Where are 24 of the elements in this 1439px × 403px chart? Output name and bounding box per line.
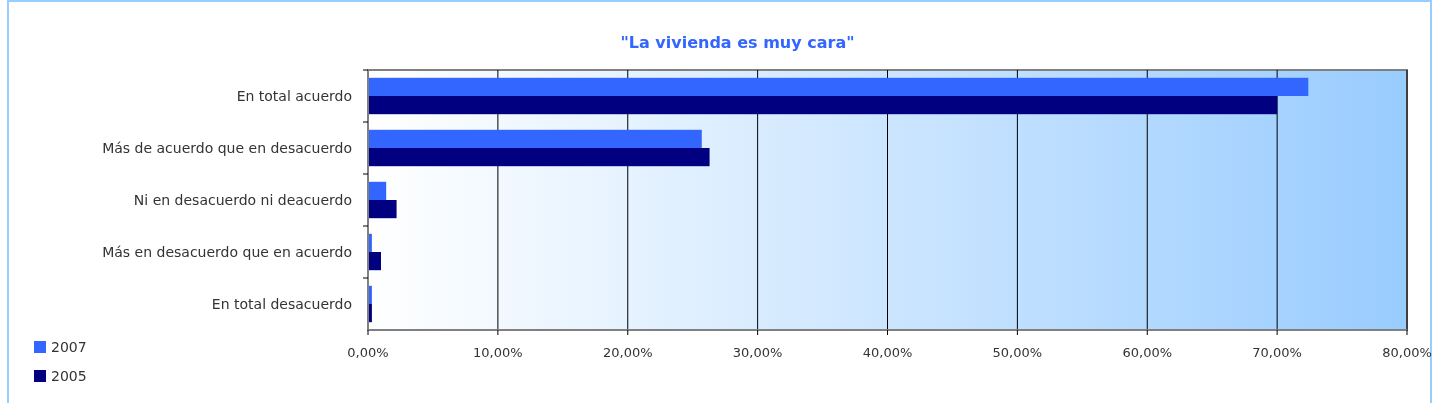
- bar: [368, 181, 387, 200]
- x-tick-label: 20,00%: [602, 345, 653, 360]
- y-tick-label: Ni en desacuerdo ni deacuerdo: [133, 192, 352, 208]
- bar: [368, 129, 702, 148]
- x-tick-label: 60,00%: [1122, 345, 1173, 360]
- bar: [368, 200, 397, 219]
- x-tick-label: 50,00%: [992, 345, 1043, 360]
- x-tick-label: 10,00%: [473, 345, 523, 360]
- y-tick-label: En total desacuerdo: [211, 296, 352, 312]
- bar: [368, 148, 710, 167]
- x-tick-label: 70,00%: [1252, 345, 1302, 360]
- bar: [368, 77, 1309, 96]
- x-tick-label: 80,00%: [1382, 345, 1432, 360]
- y-tick-label: En total acuerdo: [236, 88, 352, 104]
- x-tick-label: 0,00%: [347, 345, 389, 360]
- legend-label: 2007: [51, 339, 87, 355]
- bar: [368, 96, 1278, 115]
- bar: [368, 252, 381, 271]
- legend-label: 2005: [51, 368, 87, 384]
- y-tick-label: Más en desacuerdo que en acuerdo: [102, 244, 352, 260]
- x-tick-label: 30,00%: [732, 345, 783, 360]
- chart-title: "La vivienda es muy cara": [620, 33, 855, 52]
- y-tick-label: Más de acuerdo que en desacuerdo: [102, 140, 352, 156]
- x-tick-label: 40,00%: [862, 345, 913, 360]
